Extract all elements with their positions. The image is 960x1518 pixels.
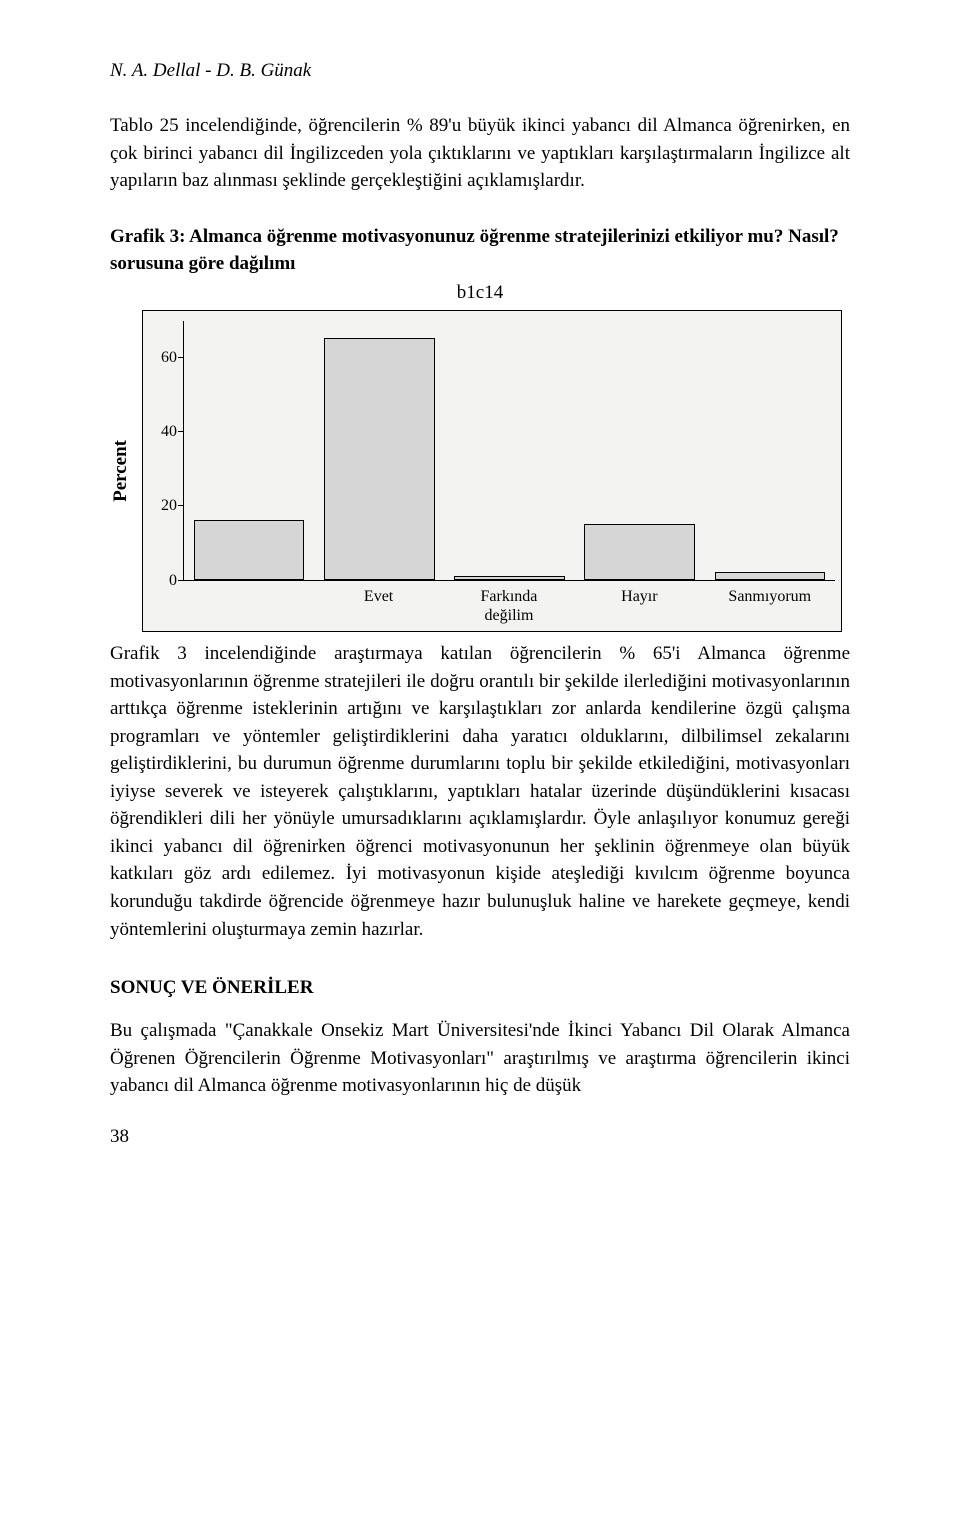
chart-y-axis: 0204060 (149, 321, 183, 581)
chart-bar (454, 576, 565, 580)
chart-title: Grafik 3: Almanca öğrenme motivasyonunuz… (110, 223, 850, 278)
chart-plot-area: 0204060 (149, 321, 835, 581)
chart-outer-frame: 0 20 40 60 EvetFarkındadeğilimHayırSanmıyor… (142, 310, 842, 632)
chart-bar (324, 338, 435, 579)
chart-x-tick-label (183, 587, 313, 625)
chart-y-tick-label: 20 (161, 497, 177, 515)
chart-bar (584, 524, 695, 580)
chart-y-tick-label: 40 (161, 423, 177, 441)
chart-y-tick-label: 60 (161, 349, 177, 367)
chart-container: Percent 0 20 40 60 EvetFarkındadeğilimHayır… (110, 310, 850, 632)
chart-bar (194, 520, 305, 579)
paragraph-analysis: Grafik 3 incelendiğinde araştırmaya katı… (110, 640, 850, 943)
paragraph-conclusion: Bu çalışmada "Çanakkale Onsekiz Mart Üni… (110, 1017, 850, 1100)
chart-y-tick-label: 0 (169, 572, 177, 590)
page-number: 38 (110, 1126, 850, 1148)
chart-x-axis: EvetFarkındadeğilimHayırSanmıyorum (149, 587, 835, 625)
chart-y-axis-label: Percent (110, 440, 134, 502)
page-header: N. A. Dellal - D. B. Günak (110, 60, 850, 82)
chart-x-tick-label: Hayır (574, 587, 704, 625)
chart-bars-region (183, 321, 835, 581)
chart-subtitle: b1c14 (110, 282, 850, 304)
paragraph-intro: Tablo 25 incelendiğinde, öğrencilerin % … (110, 112, 850, 195)
chart-x-tick-label: Sanmıyorum (705, 587, 835, 625)
chart-bar (715, 572, 826, 579)
chart-x-tick-label: Evet (313, 587, 443, 625)
chart-x-tick-label: Farkındadeğilim (444, 587, 574, 625)
section-heading: SONUÇ VE ÖNERİLER (110, 977, 850, 999)
